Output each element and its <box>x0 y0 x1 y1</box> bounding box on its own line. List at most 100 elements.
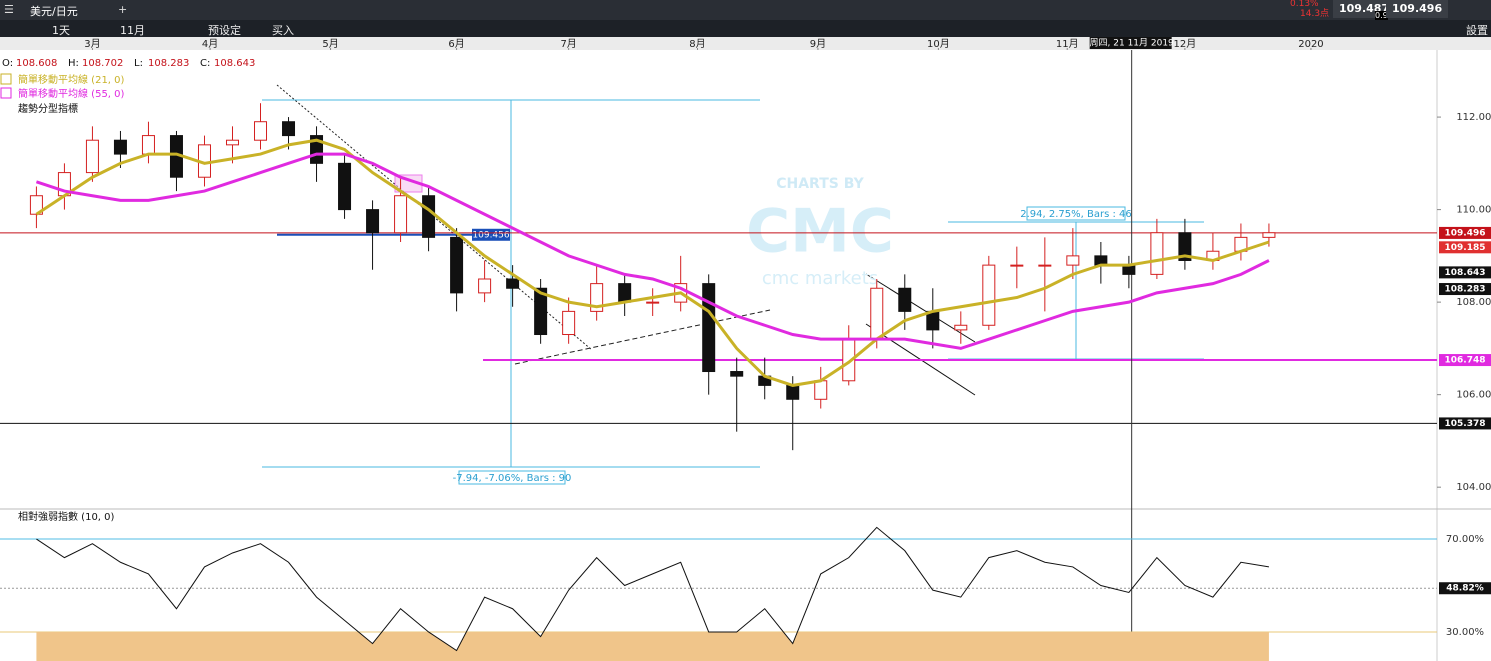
price-label-box <box>1439 241 1491 254</box>
measure-box <box>458 470 566 485</box>
y-tick-label: 108.000 <box>1456 297 1491 308</box>
level-label: 109.456 <box>472 230 509 240</box>
price-label-box <box>1439 226 1491 239</box>
x-tick-label: 9月 <box>810 38 826 50</box>
x-tick-label: 2020 <box>1298 39 1323 50</box>
price-label: 105.378 <box>1445 419 1486 429</box>
x-tick-label: 12月 <box>1174 38 1197 50</box>
candle-body <box>282 121 296 137</box>
legend-label: 簡單移動平均線 (21, 0) <box>18 73 125 86</box>
top-toolbar: ☰ 美元/日元 + 0.13% 14.3点 109.487 0.9 109.49… <box>0 0 1491 20</box>
measure-label: -7.94, -7.06%, Bars : 90 <box>453 473 572 484</box>
candle-body <box>1010 264 1024 267</box>
rsi-line <box>36 526 1270 652</box>
ohlc-key: O: <box>2 58 13 69</box>
price-label-box <box>1439 354 1491 367</box>
candle-body <box>394 195 408 234</box>
rsi-current-label: 48.82% <box>1446 584 1484 594</box>
ohlc-value: 108.608 <box>16 58 57 69</box>
ask-price[interactable]: 109.496 <box>1386 0 1449 18</box>
watermark: CHARTS BY <box>776 176 864 192</box>
price-label: 108.643 <box>1445 268 1486 278</box>
buy-button[interactable]: 买入 <box>272 24 294 37</box>
price-label-box <box>1439 266 1491 279</box>
candle-body <box>870 287 884 340</box>
candle-body <box>618 283 632 303</box>
price-label: 106.748 <box>1445 356 1486 366</box>
candle-body <box>590 283 604 312</box>
indicator-legend: 趨勢分型指標 <box>18 102 78 115</box>
change-pct: 0.13% <box>1290 0 1319 9</box>
x-tick-label: 8月 <box>689 38 705 50</box>
x-tick-label: 7月 <box>560 38 576 50</box>
interval-button[interactable]: 1天 <box>52 24 70 37</box>
candle-body <box>730 371 744 377</box>
candle-body <box>1066 255 1080 266</box>
y-tick-label: 104.000 <box>1456 482 1491 493</box>
candle-body <box>646 301 660 304</box>
moving-average <box>35 152 1270 350</box>
ohlc-key: C: <box>200 58 210 69</box>
candle-body <box>898 287 912 312</box>
measure-label: 2.94, 2.75%, Bars : 46 <box>1020 209 1132 220</box>
candle-body <box>702 283 716 373</box>
candle-body <box>254 121 268 141</box>
x-tick-label: 3月 <box>84 38 100 50</box>
x-tick-label: 5月 <box>322 38 338 50</box>
preset-button[interactable]: 预设定 <box>208 24 241 37</box>
indicator-legend: 相對強弱指數 (10, 0) <box>18 510 115 523</box>
crosshair-label: 周四, 21 11月 2019 <box>1090 38 1175 49</box>
x-tick-label: 10月 <box>927 38 950 50</box>
candle-body <box>366 209 380 234</box>
price-label-box <box>1439 283 1491 296</box>
period-button[interactable]: 11月 <box>120 24 145 37</box>
candle-body <box>225 139 239 146</box>
candle-body <box>534 287 548 336</box>
candle-body <box>113 139 127 155</box>
x-tick-label: 4月 <box>202 38 218 50</box>
chart-toolbar: 1天 11月 预设定 买入 設置 <box>0 20 1491 37</box>
rsi-current-box <box>1439 582 1491 595</box>
candle-body <box>338 162 352 211</box>
y-tick-label: 110.000 <box>1456 205 1491 216</box>
candle-body <box>1038 264 1052 267</box>
rsi-tick-label: 30.00% <box>1446 627 1484 638</box>
candle-body <box>562 310 576 336</box>
price-label: 109.185 <box>1445 243 1486 253</box>
candle-body <box>478 278 492 294</box>
y-tick-label: 112.000 <box>1456 112 1491 123</box>
candle-body <box>786 384 800 400</box>
price-label: 109.496 <box>1445 228 1486 238</box>
moving-average <box>35 138 1270 387</box>
legend-label: 簡單移動平均線 (55, 0) <box>18 87 125 100</box>
x-tick-label: 11月 <box>1056 38 1079 50</box>
rsi-tick-label: 70.00% <box>1446 534 1484 545</box>
time-axis-bar <box>0 37 1491 50</box>
menu-icon[interactable]: ☰ <box>4 3 14 16</box>
channel-line <box>865 273 976 343</box>
candle-body <box>422 195 436 238</box>
candle-body <box>1178 232 1192 261</box>
candle-body <box>85 139 99 174</box>
settings-button[interactable]: 設置 <box>1466 24 1488 37</box>
y-tick-label: 106.000 <box>1456 390 1491 401</box>
price-label: 108.283 <box>1445 285 1486 295</box>
symbol-tab[interactable]: 美元/日元 <box>30 5 78 18</box>
add-tab[interactable]: + <box>118 3 128 16</box>
oversold-fill <box>36 631 1269 661</box>
x-tick-label: 6月 <box>448 38 464 50</box>
candle-body <box>1150 232 1164 275</box>
watermark: CMC <box>746 197 894 267</box>
legend-box <box>0 73 12 85</box>
price-label-box <box>1439 417 1491 430</box>
ohlc-value: 108.283 <box>148 58 189 69</box>
legend: O: 108.608 H: 108.702 L: 108.283 C: 108.643 簡單移動… <box>0 58 255 100</box>
crosshair-box <box>1089 37 1172 49</box>
measure-box <box>1026 206 1126 221</box>
candle-body <box>1262 232 1276 238</box>
chart-area: 2.94, 2.75%, Bars : 46 -7.94, -7.06%, Ba… <box>0 37 1491 661</box>
candle-body <box>506 278 520 289</box>
candle-body <box>954 324 968 331</box>
trend-line <box>514 309 771 365</box>
level-box <box>472 228 510 241</box>
